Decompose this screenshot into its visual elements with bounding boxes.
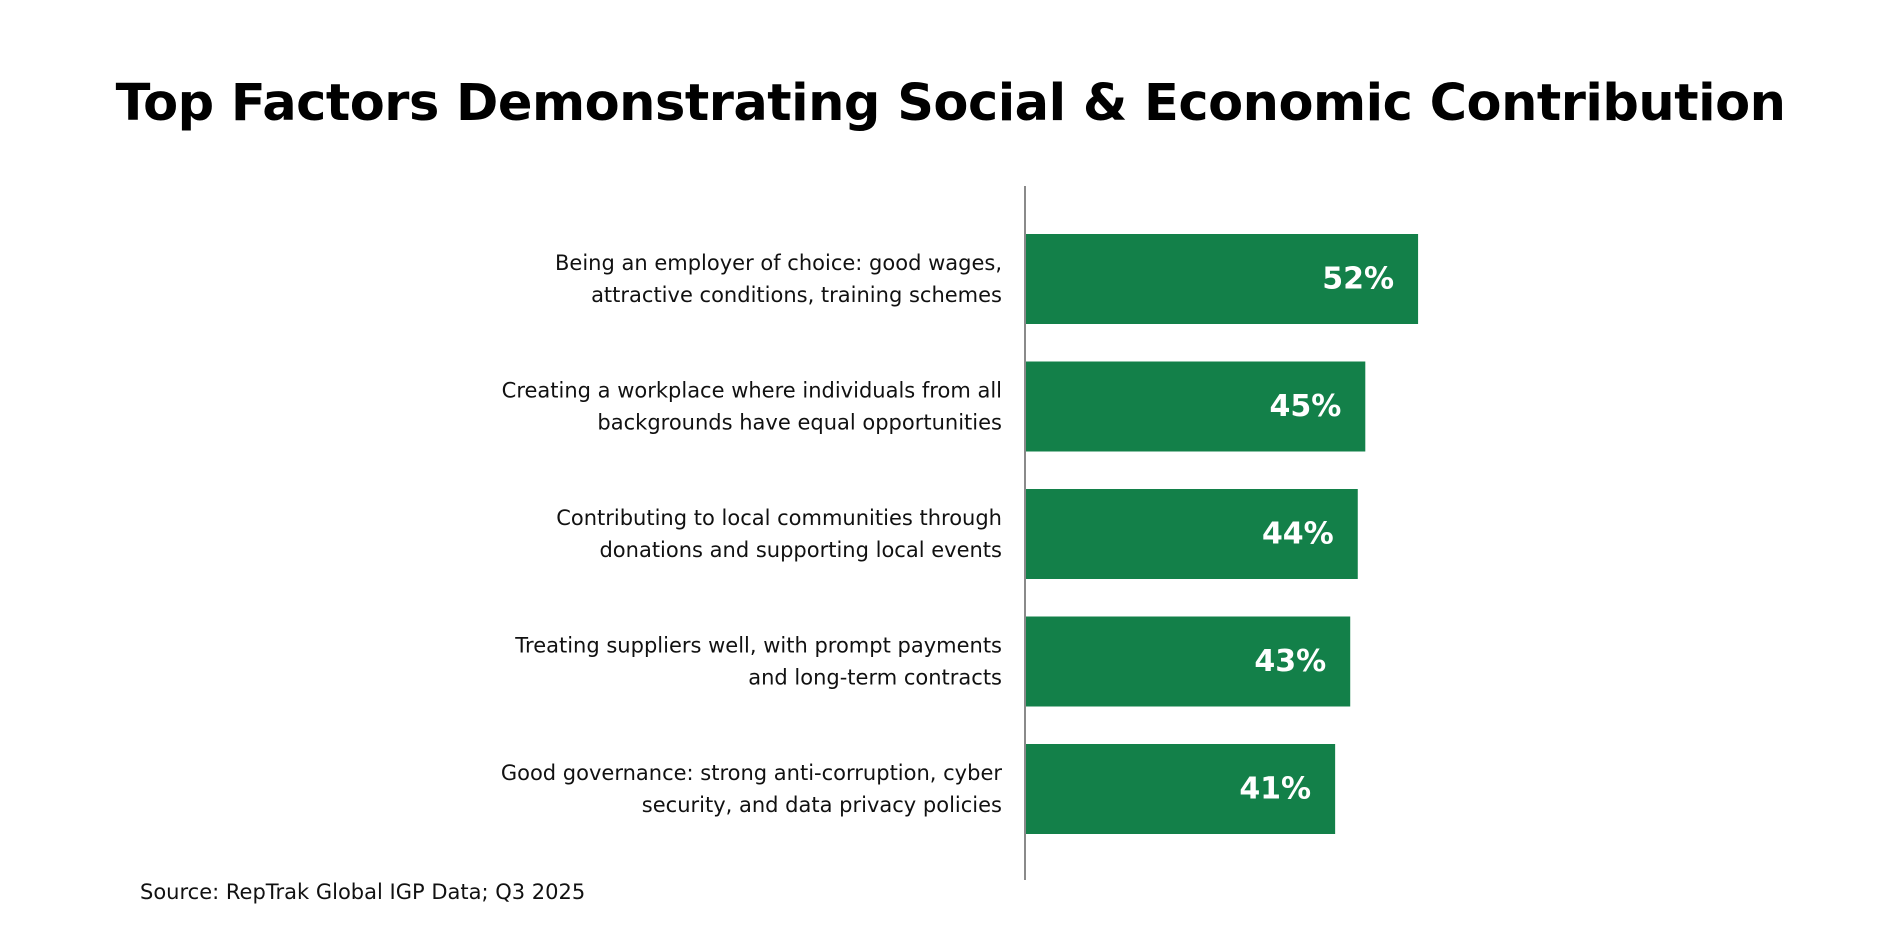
bar-1: [1026, 234, 1419, 324]
bar-value-label-3: 44%: [1262, 517, 1334, 552]
category-label-5: Good governance: strong anti-corruption,…: [501, 761, 1003, 817]
bar-value-label-5: 41%: [1239, 772, 1311, 807]
category-label-line: security, and data privacy policies: [642, 793, 1002, 817]
category-label-line: donations and supporting local events: [599, 538, 1002, 562]
category-label-line: backgrounds have equal opportunities: [597, 411, 1002, 435]
chart-title: Top Factors Demonstrating Social & Econo…: [115, 74, 1786, 133]
category-label-line: Being an employer of choice: good wages,: [555, 251, 1002, 275]
category-label-line: and long-term contracts: [748, 666, 1002, 690]
category-labels-group: Being an employer of choice: good wages,…: [501, 251, 1003, 817]
bar-value-label-4: 43%: [1254, 644, 1326, 679]
bars-group: 52% 45% 44% 43% 41%: [1026, 234, 1419, 834]
category-label-4: Treating suppliers well, with prompt pay…: [514, 634, 1002, 690]
source-note: Source: RepTrak Global IGP Data; Q3 2025: [140, 880, 586, 904]
bar-value-label-1: 52%: [1322, 262, 1394, 297]
category-label-line: Treating suppliers well, with prompt pay…: [514, 634, 1002, 658]
category-label-line: Creating a workplace where individuals f…: [502, 379, 1002, 403]
category-label-2: Creating a workplace where individuals f…: [502, 379, 1002, 435]
bar-value-label-2: 45%: [1269, 389, 1341, 424]
category-label-1: Being an employer of choice: good wages,…: [555, 251, 1002, 307]
bar-4: [1026, 616, 1351, 707]
category-label-line: Contributing to local communities throug…: [556, 506, 1002, 530]
bar-2: [1026, 361, 1366, 452]
category-label-line: attractive conditions, training schemes: [591, 283, 1002, 307]
bar-3: [1026, 489, 1358, 579]
bar-5: [1026, 744, 1336, 834]
category-label-3: Contributing to local communities throug…: [556, 506, 1002, 562]
category-label-line: Good governance: strong anti-corruption,…: [501, 761, 1003, 785]
